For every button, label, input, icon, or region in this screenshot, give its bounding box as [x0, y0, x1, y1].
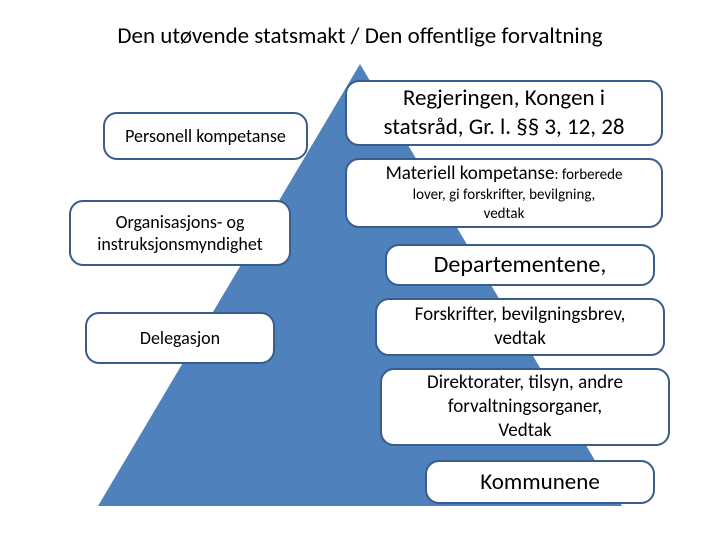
materiell-main: Materiell kompetanse — [386, 162, 555, 185]
materiell-line2: lover, gi forskrifter, bevilgning, — [413, 186, 596, 205]
box-materiell: Materiell kompetanse: forberede lover, g… — [345, 158, 663, 228]
box-departementene: Departementene, — [385, 244, 655, 286]
box-direktorater: Direktorater, tilsyn, andre forvaltnings… — [380, 368, 670, 446]
left-box-0: Personell kompetanse — [103, 112, 308, 160]
materiell-line3: vedtak — [484, 205, 525, 224]
forskrifter-line2: vedtak — [494, 327, 546, 351]
kommunene-text: Kommunene — [480, 468, 600, 497]
page-title: Den utøvende statsmakt / Den offentlige … — [0, 22, 720, 50]
departementene-text: Departementene, — [434, 250, 607, 280]
direktorater-line1: Direktorater, tilsyn, andre — [427, 371, 623, 395]
left-box-2: Delegasjon — [85, 312, 275, 364]
materiell-line1: Materiell kompetanse: forberede — [386, 162, 623, 186]
materiell-inline: : forberede — [554, 166, 622, 184]
regjeringen-line1: Regjeringen, Kongen i — [403, 84, 605, 113]
box-regjeringen: Regjeringen, Kongen i statsråd, Gr. l. §… — [345, 80, 663, 146]
left-box-1: Organisasjons- og instruksjonsmyndighet — [69, 200, 291, 266]
regjeringen-line2: statsråd, Gr. l. §§ 3, 12, 28 — [383, 113, 624, 142]
forskrifter-line1: Forskrifter, bevilgningsbrev, — [415, 303, 626, 327]
box-kommunene: Kommunene — [425, 460, 655, 504]
box-forskrifter: Forskrifter, bevilgningsbrev, vedtak — [375, 298, 665, 356]
direktorater-line3: Vedtak — [498, 419, 551, 443]
direktorater-line2: forvaltningsorganer, — [448, 395, 602, 419]
